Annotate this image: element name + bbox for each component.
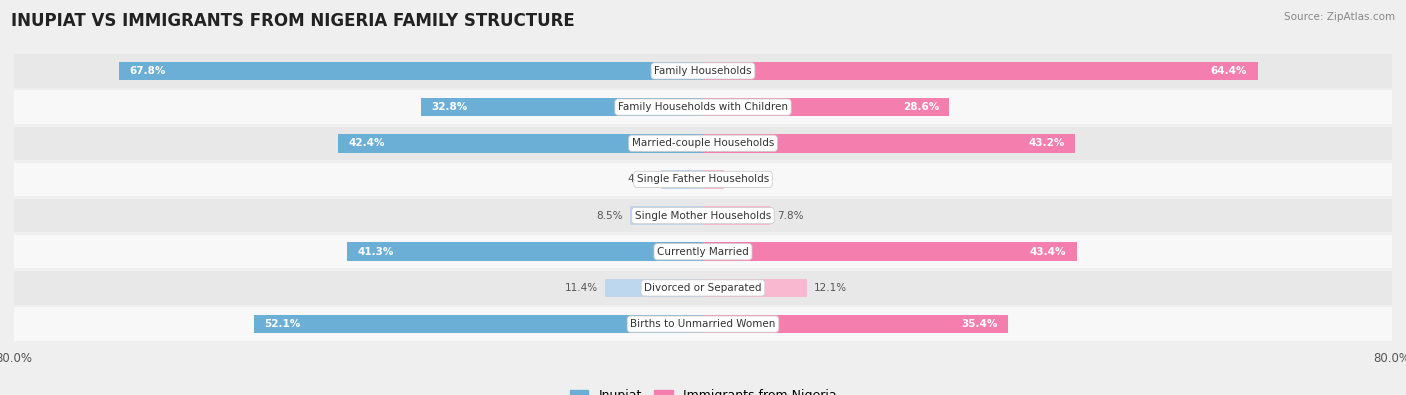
Bar xyxy=(703,278,807,297)
Text: INUPIAT VS IMMIGRANTS FROM NIGERIA FAMILY STRUCTURE: INUPIAT VS IMMIGRANTS FROM NIGERIA FAMIL… xyxy=(11,12,575,30)
Text: 43.2%: 43.2% xyxy=(1028,138,1064,148)
Text: Source: ZipAtlas.com: Source: ZipAtlas.com xyxy=(1284,12,1395,22)
Bar xyxy=(703,206,770,225)
Bar xyxy=(254,315,703,333)
Legend: Inupiat, Immigrants from Nigeria: Inupiat, Immigrants from Nigeria xyxy=(564,384,842,395)
Text: Single Mother Households: Single Mother Households xyxy=(636,211,770,220)
Text: 67.8%: 67.8% xyxy=(129,66,166,76)
Text: 8.5%: 8.5% xyxy=(596,211,623,220)
Text: 64.4%: 64.4% xyxy=(1211,66,1247,76)
Text: 35.4%: 35.4% xyxy=(962,319,997,329)
Text: 7.8%: 7.8% xyxy=(778,211,804,220)
Bar xyxy=(14,90,1392,124)
Text: Family Households: Family Households xyxy=(654,66,752,76)
Text: 32.8%: 32.8% xyxy=(430,102,467,112)
Text: Family Households with Children: Family Households with Children xyxy=(619,102,787,112)
Bar xyxy=(14,271,1392,305)
Bar xyxy=(703,62,1257,80)
Text: Single Father Households: Single Father Households xyxy=(637,175,769,184)
Text: 42.4%: 42.4% xyxy=(349,138,385,148)
Text: Married-couple Households: Married-couple Households xyxy=(631,138,775,148)
Bar xyxy=(14,235,1392,268)
Bar xyxy=(703,98,949,117)
Text: 2.4%: 2.4% xyxy=(731,175,756,184)
Bar xyxy=(703,315,1008,333)
Bar xyxy=(14,307,1392,341)
Bar xyxy=(630,206,703,225)
Text: Currently Married: Currently Married xyxy=(657,247,749,257)
Bar xyxy=(703,170,724,189)
Text: Births to Unmarried Women: Births to Unmarried Women xyxy=(630,319,776,329)
Bar xyxy=(337,134,703,152)
Bar xyxy=(120,62,703,80)
Bar xyxy=(14,163,1392,196)
Bar xyxy=(14,199,1392,232)
Text: Divorced or Separated: Divorced or Separated xyxy=(644,283,762,293)
Bar xyxy=(347,243,703,261)
Bar xyxy=(703,243,1077,261)
Text: 41.3%: 41.3% xyxy=(357,247,394,257)
Bar xyxy=(703,134,1076,152)
Bar xyxy=(605,278,703,297)
Bar xyxy=(14,127,1392,160)
Bar xyxy=(420,98,703,117)
Text: 43.4%: 43.4% xyxy=(1031,247,1066,257)
Text: 12.1%: 12.1% xyxy=(814,283,848,293)
Text: 52.1%: 52.1% xyxy=(264,319,301,329)
Text: 11.4%: 11.4% xyxy=(565,283,598,293)
Text: 4.9%: 4.9% xyxy=(627,175,654,184)
Bar xyxy=(14,54,1392,88)
Text: 28.6%: 28.6% xyxy=(903,102,939,112)
Bar xyxy=(661,170,703,189)
